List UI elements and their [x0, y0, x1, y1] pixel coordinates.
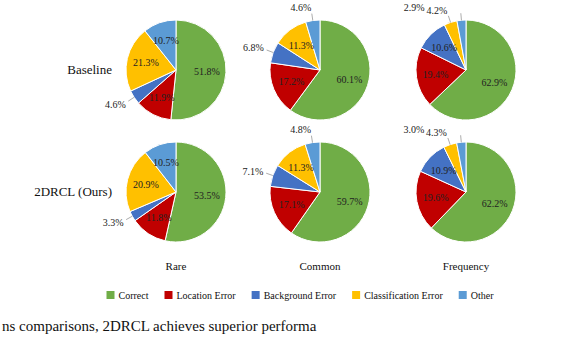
data-label: 19.4%	[422, 69, 448, 80]
legend-label: Location Error	[177, 290, 237, 301]
leader-line	[128, 97, 134, 101]
data-label: 17.1%	[279, 199, 305, 210]
data-label: 10.6%	[431, 42, 457, 53]
legend-label: Other	[471, 290, 494, 301]
leader-line	[266, 173, 273, 175]
data-label: 10.9%	[431, 165, 457, 176]
data-label: 7.1%	[243, 166, 264, 177]
legend: Correct Location Error Background Error Cla…	[107, 290, 495, 301]
pie	[270, 142, 370, 242]
pie-labels: 51.8% 11.9% 4.6% 21.3% 10.7%	[105, 35, 220, 110]
data-label: 11.8%	[146, 212, 171, 223]
data-label: 17.2%	[278, 76, 304, 87]
pie	[126, 142, 226, 242]
leader-line	[267, 50, 274, 52]
column-label: Common	[300, 260, 341, 272]
data-label: 3.3%	[103, 217, 124, 228]
data-label: 60.1%	[337, 74, 363, 85]
data-label: 11.9%	[149, 92, 174, 103]
leader-line	[460, 13, 462, 20]
row-label: Baseline	[67, 62, 112, 77]
data-label: 59.7%	[337, 196, 363, 207]
legend-label: Background Error	[264, 290, 337, 301]
leader-line	[460, 135, 462, 142]
pie	[416, 142, 516, 242]
pie-slice	[171, 20, 226, 120]
legend-swatch	[459, 291, 467, 299]
pie-labels: 60.1% 17.2% 6.8% 11.3% 4.6%	[243, 2, 362, 87]
pie-slice	[457, 20, 466, 70]
data-label: 4.3%	[426, 127, 447, 138]
pie-labels: 59.7% 17.1% 7.1% 11.3% 4.8%	[243, 124, 363, 210]
pie-slice	[457, 142, 466, 192]
pie	[126, 20, 226, 120]
data-label: 2.9%	[404, 2, 425, 13]
row-label: 2DRCL (Ours)	[34, 184, 112, 199]
leader-line	[311, 136, 312, 143]
column-label: Rare	[166, 260, 187, 272]
pie-slice	[270, 186, 320, 233]
pie	[270, 20, 370, 120]
leader-line	[126, 216, 132, 219]
column-label: Frequency	[443, 260, 490, 272]
legend-swatch	[252, 291, 260, 299]
data-label: 4.6%	[291, 2, 312, 13]
data-label: 4.8%	[290, 124, 311, 135]
pie-slice	[270, 63, 320, 110]
data-label: 6.8%	[243, 42, 264, 53]
leader-line	[448, 16, 450, 23]
leader-line	[448, 138, 450, 145]
data-label: 4.6%	[105, 99, 126, 110]
data-label: 11.3%	[289, 40, 314, 51]
data-label: 11.3%	[288, 162, 313, 173]
data-label: 62.9%	[482, 77, 508, 88]
caption: ns comparisons, 2DRCL achieves superior …	[2, 318, 317, 334]
pie-labels: 62.9% 19.4% 10.6% 4.2%2.9%	[404, 2, 508, 88]
leader-line	[312, 14, 313, 21]
chart: 51.8% 11.9% 4.6% 21.3% 10.7% 60.1% 17.2% 6.8% 11…	[0, 0, 562, 338]
data-label: 62.2%	[482, 198, 508, 209]
data-label: 51.8%	[194, 66, 220, 77]
data-label: 4.2%	[427, 5, 448, 16]
legend-label: Classification Error	[364, 290, 443, 301]
pie-labels: 62.2% 19.6% 10.9% 4.3%3.0%	[404, 124, 508, 209]
data-label: 10.5%	[153, 157, 179, 168]
data-label: 10.7%	[153, 35, 179, 46]
legend-label: Correct	[119, 290, 149, 301]
pie-labels: 53.5% 11.8% 3.3% 20.9% 10.5%	[103, 157, 220, 228]
data-label: 19.6%	[423, 192, 449, 203]
data-label: 21.3%	[133, 57, 159, 68]
pie	[416, 20, 516, 120]
legend-swatch	[165, 291, 173, 299]
data-label: 3.0%	[404, 124, 425, 135]
legend-swatch	[107, 291, 115, 299]
data-label: 20.9%	[133, 179, 159, 190]
data-label: 53.5%	[194, 190, 220, 201]
legend-swatch	[352, 291, 360, 299]
